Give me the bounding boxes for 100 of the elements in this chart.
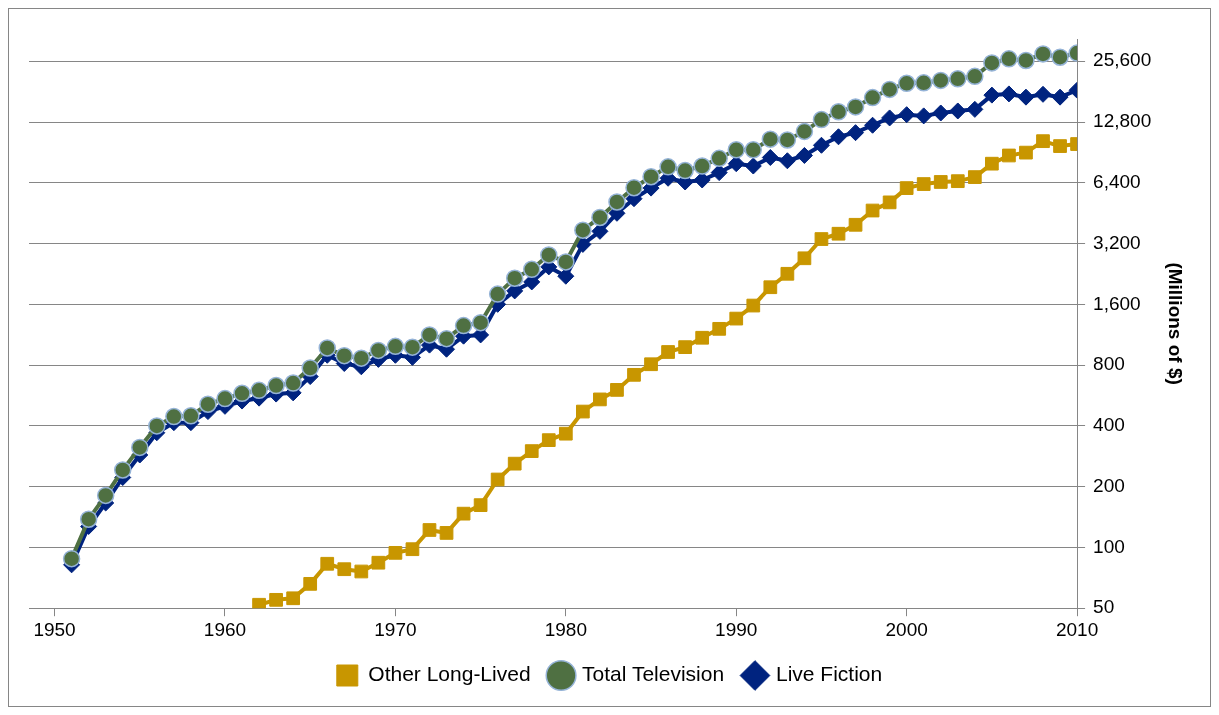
point — [301, 359, 319, 377]
point — [403, 338, 422, 356]
y-tick-label: 3,200 — [1093, 231, 1141, 253]
y-axis-title: (Millions of $) — [1165, 262, 1187, 385]
point — [659, 158, 677, 176]
point — [473, 498, 488, 512]
point — [437, 329, 456, 348]
point — [284, 374, 302, 392]
point — [456, 506, 471, 521]
point — [746, 298, 761, 313]
point — [454, 316, 473, 335]
point — [267, 376, 285, 395]
point — [693, 157, 711, 175]
point — [1019, 145, 1033, 160]
point — [557, 253, 575, 271]
point — [1051, 48, 1069, 66]
point — [744, 157, 762, 175]
point — [830, 128, 847, 146]
point — [744, 141, 763, 159]
point — [627, 367, 641, 382]
point — [983, 86, 1001, 104]
x-tick-label: 2010 — [1055, 618, 1099, 640]
y-tick-label: 12,800 — [1093, 110, 1152, 132]
point — [405, 542, 420, 557]
point — [847, 124, 865, 142]
point — [286, 591, 301, 606]
point — [814, 232, 829, 246]
point — [966, 67, 984, 86]
point — [695, 330, 710, 345]
point — [932, 71, 950, 90]
point — [439, 526, 454, 540]
point — [763, 280, 778, 295]
point — [1051, 88, 1069, 106]
point — [865, 203, 880, 218]
point — [252, 597, 266, 609]
point — [642, 167, 660, 186]
point — [541, 433, 556, 447]
point — [932, 104, 950, 122]
point — [1036, 134, 1050, 149]
point — [1000, 50, 1018, 68]
point — [727, 141, 745, 159]
y-tick-label: 25,600 — [1093, 49, 1152, 71]
point — [233, 384, 251, 403]
point — [676, 161, 694, 180]
point — [916, 177, 931, 191]
point — [386, 337, 405, 356]
point — [812, 136, 830, 154]
point — [352, 349, 371, 367]
x-tick-label: 1960 — [203, 618, 247, 640]
point — [354, 564, 369, 579]
y-tick-label: 100 — [1093, 535, 1125, 557]
point — [831, 226, 846, 241]
point — [576, 404, 590, 419]
point — [505, 269, 524, 287]
y-tick-label: 800 — [1093, 353, 1125, 375]
point — [1053, 139, 1067, 153]
point — [165, 407, 183, 426]
point — [914, 74, 933, 92]
y-tick-label: 400 — [1093, 414, 1125, 436]
point — [337, 562, 352, 577]
point — [488, 285, 507, 303]
point — [318, 339, 336, 357]
point — [812, 110, 831, 129]
point — [199, 395, 217, 413]
point — [591, 208, 609, 227]
point — [678, 340, 692, 355]
point — [540, 246, 558, 264]
x-tick-label: 1950 — [33, 618, 76, 640]
y-tick-label: 50 — [1093, 596, 1115, 618]
x-tick-label: 1970 — [374, 618, 417, 640]
point — [1017, 51, 1035, 70]
point — [1017, 88, 1035, 106]
point — [216, 389, 234, 408]
y-tick-label: 200 — [1093, 474, 1125, 496]
x-tick-label: 1990 — [715, 618, 758, 640]
legend-label: Live Fiction — [775, 662, 883, 686]
point — [846, 98, 865, 116]
point — [79, 510, 98, 528]
point — [1034, 85, 1052, 103]
point — [96, 486, 115, 505]
point — [795, 122, 814, 141]
legend-label: Other Long-Lived — [368, 662, 531, 686]
point — [761, 130, 780, 148]
point — [1000, 85, 1018, 103]
point — [490, 472, 505, 487]
point — [303, 577, 318, 591]
point — [729, 311, 744, 326]
point — [983, 54, 1001, 72]
point — [880, 80, 899, 99]
point — [661, 345, 675, 359]
point — [899, 181, 914, 195]
point — [797, 251, 812, 266]
point — [881, 109, 899, 127]
point — [829, 103, 848, 121]
point — [864, 116, 882, 134]
point — [388, 545, 403, 560]
point — [778, 131, 797, 149]
point — [949, 102, 967, 120]
point — [848, 217, 863, 232]
point — [250, 381, 268, 400]
